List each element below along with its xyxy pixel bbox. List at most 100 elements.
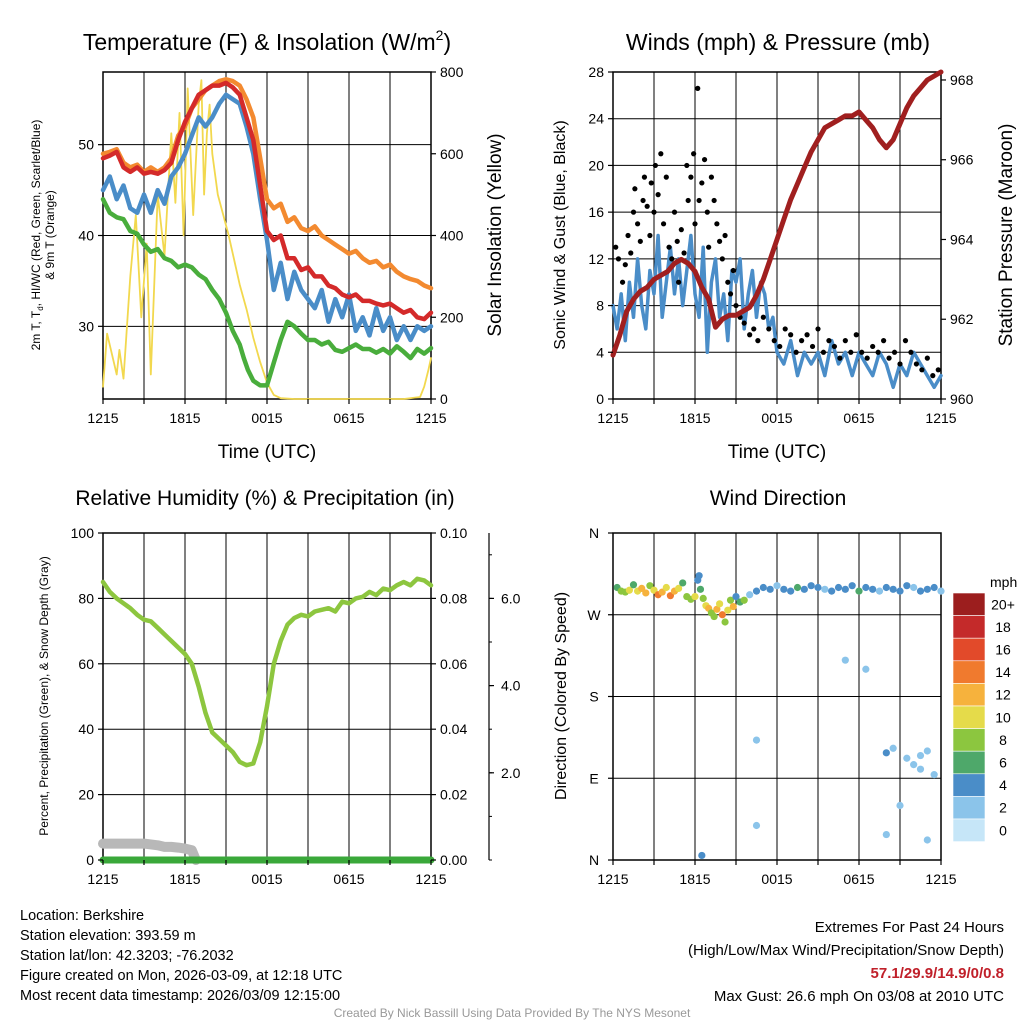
y-tick-label: 20 [78,787,94,803]
legend-label: 16 [995,642,1011,658]
direction-point [793,583,802,592]
series-line [100,196,434,388]
gust-point [891,349,898,355]
direction-point [752,587,761,595]
direction-point [855,587,863,595]
gust-point [826,338,832,344]
gust-point [652,162,658,169]
legend-swatch [952,592,986,616]
temp-series-layer [100,77,434,400]
direction-point [937,587,945,595]
y-tick-label: 28 [588,64,604,80]
y-tick-label: 400 [440,228,464,244]
direction-point [916,751,925,760]
gust-point [777,343,783,350]
direction-point [848,582,856,590]
series-line [100,576,434,768]
x-tick-label: 0015 [251,410,282,426]
direction-point [834,583,843,592]
station-elevation: Station elevation: 393.59 m [20,928,196,944]
gust-point [848,349,854,355]
gust-point [730,267,736,274]
gust-point [793,349,799,355]
legend-swatch [952,728,986,752]
wind-x-label: Time (UTC) [728,442,827,463]
y2-tick-label: 0.06 [440,656,467,672]
gust-point [658,151,664,157]
gust-point [701,156,708,163]
direction-point [752,821,761,830]
y-tick-label: N [589,852,599,868]
legend-swatch [952,773,986,797]
y-tick-label: 30 [78,318,94,334]
gust-point [625,232,631,239]
gust-point [853,332,859,338]
direction-point [766,585,774,593]
y3-tick-label: 6.0 [501,590,521,606]
gust-point [782,326,788,332]
x-tick-label: 0615 [333,871,364,887]
gust-point [684,162,690,169]
y-tick-label: 0 [440,391,448,407]
gust-point [615,256,622,262]
gust-point [717,238,723,244]
extremes-subheading: (High/Low/Max Wind/Precipitation/Snow De… [688,942,1004,959]
y-tick-label: 20 [588,157,604,173]
legend-label: 18 [995,619,1011,635]
direction-point [916,587,925,595]
gust-point [913,361,920,367]
wind-title: Winds (mph) & Pressure (mb) [626,29,930,55]
gust-point [924,355,930,361]
gust-point [691,151,697,157]
gust-point [696,197,702,204]
direction-point [923,836,931,844]
gust-point [886,355,892,361]
direction-point [882,583,890,592]
direction-point [695,572,703,580]
direction-point [800,585,808,593]
y-tick-label: S [589,689,598,705]
gust-point [641,174,648,180]
station-location: Location: Berkshire [20,908,145,924]
series-line [610,69,944,358]
y-tick-label: E [589,770,598,786]
gust-point [908,349,914,355]
direction-point [841,585,849,593]
gust-point [881,338,887,344]
gust-point [870,343,876,350]
gust-point [831,343,838,350]
legend-swatch [952,637,986,662]
dir-grid [613,533,941,860]
x-tick-label: 1215 [597,871,628,887]
gust-point [897,361,903,367]
direction-point [787,587,795,595]
direction-point [721,618,729,626]
y-tick-label: 80 [78,590,94,606]
y2-tick-label: 0.02 [440,787,467,803]
legend-swatch [952,796,986,820]
gust-point [804,332,810,338]
legend-label: 2 [999,800,1007,816]
gust-point [875,349,881,355]
direction-point [752,736,761,744]
gust-point [640,197,646,204]
station-info: Location: Berkshire Station elevation: 3… [20,906,342,1006]
gust-point [722,232,728,239]
direction-point [625,586,634,594]
recent-timestamp: Most recent data timestamp: 2026/03/09 1… [20,988,341,1004]
x-tick-label: 1815 [679,410,710,426]
gust-point [760,314,766,320]
gust-point [619,279,626,285]
x-tick-label: 0615 [333,410,364,426]
x-tick-label: 0615 [843,410,874,426]
direction-point [679,579,687,587]
wind-y2-label: Station Pressure (Maroon) [996,124,1017,347]
y-tick-label: 966 [950,152,974,168]
x-tick-label: 1215 [87,871,118,887]
gust-point [622,262,628,268]
y-tick-label: 12 [588,251,604,267]
direction-point [862,583,870,592]
gust-point [708,174,715,180]
max-gust: Max Gust: 26.6 mph On 03/08 at 2010 UTC [713,988,1004,1005]
gust-point [706,244,712,250]
